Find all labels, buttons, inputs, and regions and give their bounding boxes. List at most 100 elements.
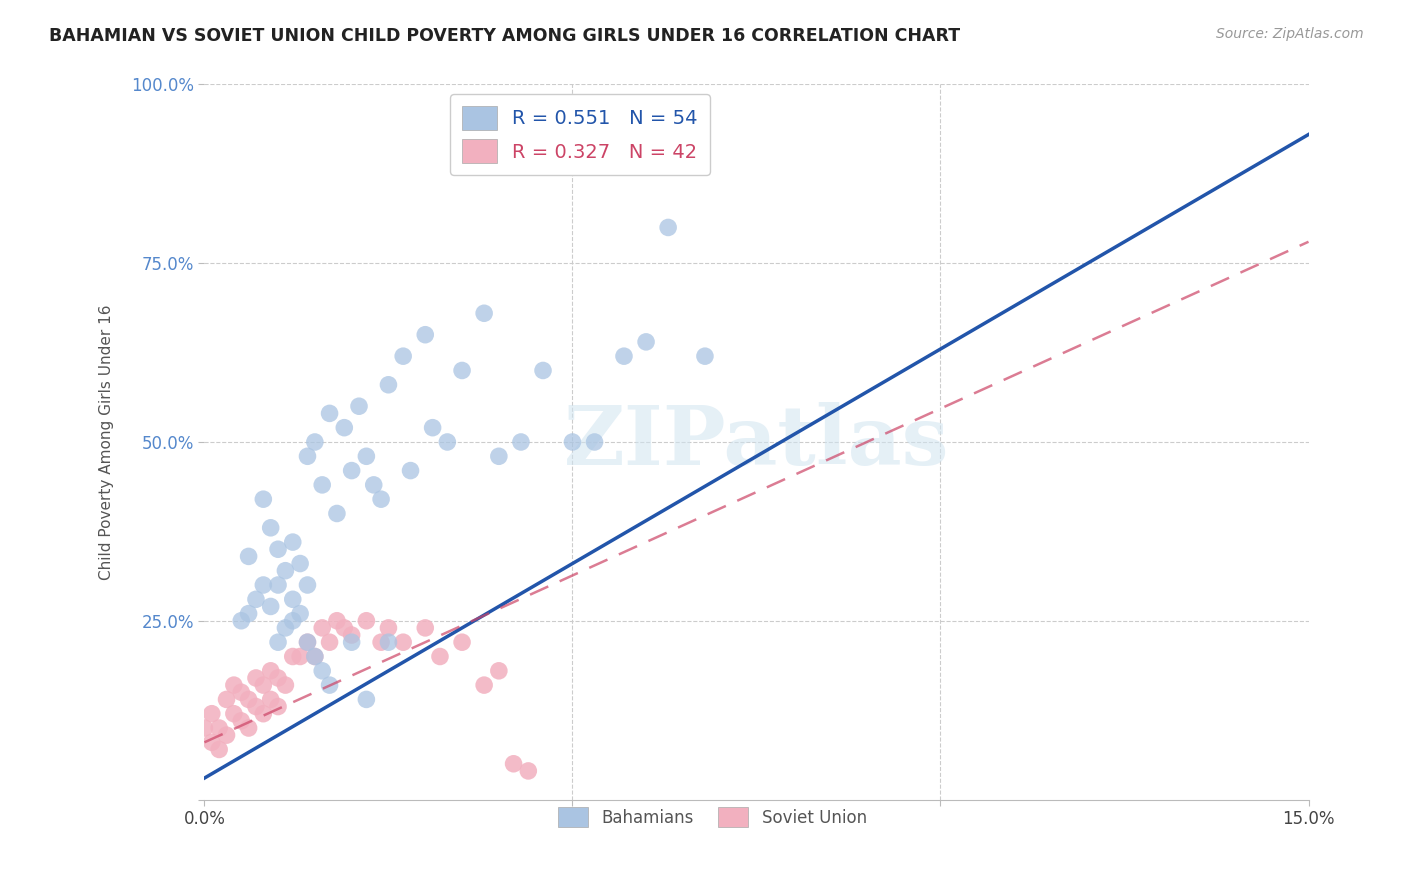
Point	[267, 578, 290, 592]
Point	[488, 450, 510, 464]
Point	[193, 721, 215, 735]
Point	[201, 735, 224, 749]
Point	[311, 621, 333, 635]
Point	[392, 635, 415, 649]
Point	[326, 614, 349, 628]
Point	[297, 578, 319, 592]
Point	[488, 664, 510, 678]
Point	[561, 434, 583, 449]
Point	[472, 306, 495, 320]
Point	[201, 706, 224, 721]
Point	[356, 614, 378, 628]
Point	[693, 349, 716, 363]
Point	[260, 599, 283, 614]
Point	[245, 671, 267, 685]
Point	[370, 635, 392, 649]
Text: Source: ZipAtlas.com: Source: ZipAtlas.com	[1216, 27, 1364, 41]
Point	[340, 635, 363, 649]
Point	[472, 678, 495, 692]
Point	[267, 699, 290, 714]
Point	[231, 614, 253, 628]
Point	[311, 478, 333, 492]
Text: BAHAMIAN VS SOVIET UNION CHILD POVERTY AMONG GIRLS UNDER 16 CORRELATION CHART: BAHAMIAN VS SOVIET UNION CHILD POVERTY A…	[49, 27, 960, 45]
Point	[422, 420, 444, 434]
Point	[252, 706, 274, 721]
Point	[274, 621, 297, 635]
Point	[222, 706, 245, 721]
Point	[657, 220, 679, 235]
Point	[318, 678, 340, 692]
Point	[297, 635, 319, 649]
Point	[318, 635, 340, 649]
Point	[356, 692, 378, 706]
Point	[208, 742, 231, 756]
Point	[281, 592, 304, 607]
Point	[583, 434, 606, 449]
Point	[517, 764, 540, 778]
Point	[252, 578, 274, 592]
Point	[318, 406, 340, 420]
Point	[252, 678, 274, 692]
Point	[613, 349, 636, 363]
Point	[281, 649, 304, 664]
Point	[304, 434, 326, 449]
Point	[340, 464, 363, 478]
Point	[436, 434, 458, 449]
Point	[399, 464, 422, 478]
Point	[238, 692, 260, 706]
Point	[531, 363, 554, 377]
Point	[222, 678, 245, 692]
Point	[215, 728, 238, 742]
Point	[238, 549, 260, 564]
Point	[340, 628, 363, 642]
Point	[260, 521, 283, 535]
Point	[636, 334, 658, 349]
Point	[231, 685, 253, 699]
Point	[356, 450, 378, 464]
Point	[288, 649, 311, 664]
Point	[297, 450, 319, 464]
Point	[377, 377, 399, 392]
Point	[363, 478, 385, 492]
Text: ZIPatlas: ZIPatlas	[564, 402, 949, 482]
Point	[267, 671, 290, 685]
Point	[311, 664, 333, 678]
Point	[297, 635, 319, 649]
Legend: Bahamians, Soviet Union: Bahamians, Soviet Union	[551, 800, 873, 834]
Point	[370, 492, 392, 507]
Point	[238, 607, 260, 621]
Point	[451, 635, 474, 649]
Point	[304, 649, 326, 664]
Y-axis label: Child Poverty Among Girls Under 16: Child Poverty Among Girls Under 16	[100, 304, 114, 580]
Point	[238, 721, 260, 735]
Point	[451, 363, 474, 377]
Point	[413, 621, 436, 635]
Point	[510, 434, 533, 449]
Point	[326, 507, 349, 521]
Point	[245, 592, 267, 607]
Point	[288, 557, 311, 571]
Point	[260, 664, 283, 678]
Point	[231, 714, 253, 728]
Point	[333, 621, 356, 635]
Point	[245, 699, 267, 714]
Point	[304, 649, 326, 664]
Point	[429, 649, 451, 664]
Point	[281, 614, 304, 628]
Point	[260, 692, 283, 706]
Point	[208, 721, 231, 735]
Point	[392, 349, 415, 363]
Point	[377, 635, 399, 649]
Point	[281, 535, 304, 549]
Point	[502, 756, 524, 771]
Point	[288, 607, 311, 621]
Point	[267, 635, 290, 649]
Point	[274, 678, 297, 692]
Point	[413, 327, 436, 342]
Point	[333, 420, 356, 434]
Point	[267, 542, 290, 557]
Point	[252, 492, 274, 507]
Point	[215, 692, 238, 706]
Point	[274, 564, 297, 578]
Point	[377, 621, 399, 635]
